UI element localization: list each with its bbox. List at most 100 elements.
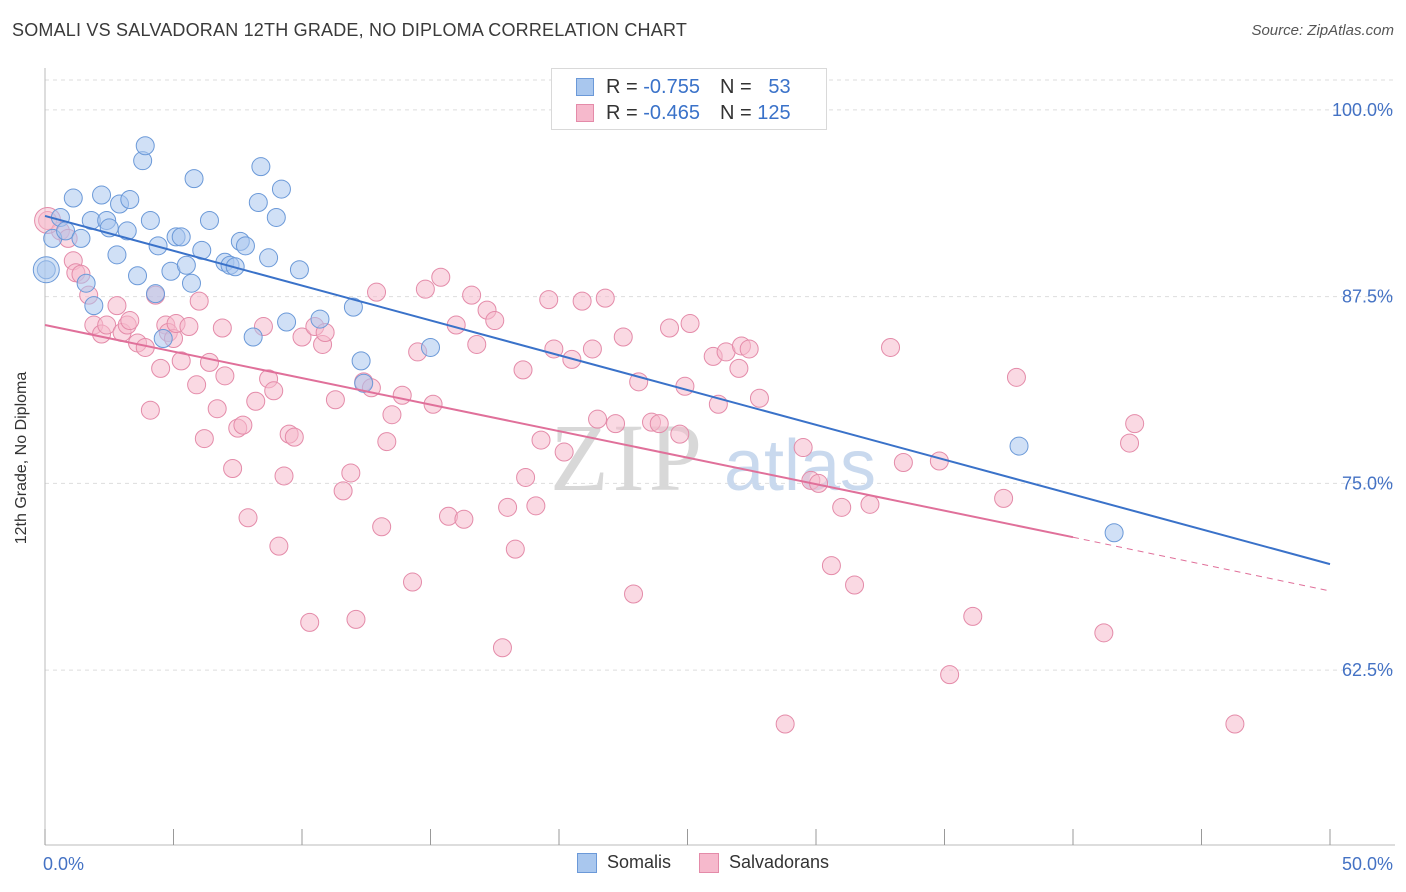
legend-label-somalis: Somalis (606, 852, 671, 872)
salvadoran-point (994, 488, 1014, 508)
salvadoran-point (881, 337, 901, 357)
somali-point (146, 284, 166, 304)
legend-row-somalis: R = -0.755 N = 53 (576, 74, 791, 100)
salvadoran-point (1225, 714, 1245, 734)
salvadoran-point (284, 427, 304, 447)
salvadoran-point (729, 358, 749, 378)
salvadoran-swatch (698, 852, 719, 873)
salvadoran-point (1120, 433, 1140, 453)
somali-point (63, 188, 83, 208)
salvadoran-point (223, 458, 243, 478)
source-label: Source: ZipAtlas.com (1251, 22, 1394, 39)
salvadoran-point (179, 317, 199, 337)
somali-point (259, 248, 279, 268)
salvadoran-point (513, 360, 533, 380)
salvadoran-point (107, 296, 127, 316)
somali-point (266, 207, 286, 227)
salvadoran-point (454, 509, 474, 529)
salvadoran-point (1125, 414, 1145, 434)
salvadoran-point (498, 497, 518, 517)
salvadoran-point (1094, 623, 1114, 643)
salvadoran-point (963, 606, 983, 626)
salvadoran-point (554, 442, 574, 462)
salvadoran-point (367, 282, 387, 302)
somali-point (235, 236, 255, 256)
somali-point (184, 169, 204, 189)
salvadoran-point (264, 381, 284, 401)
salvadoran-point (207, 399, 227, 419)
somali-point (1009, 436, 1029, 456)
somali-point (343, 297, 363, 317)
salvadoran-point (215, 366, 235, 386)
legend-label-salvadorans: Salvadorans (728, 852, 830, 872)
salvadoran-point (582, 339, 602, 359)
salvadoran-point (940, 665, 960, 685)
somali-point (84, 296, 104, 316)
n-value-somalis: 53 (768, 75, 791, 98)
chart-title: SOMALI VS SALVADORAN 12TH GRADE, NO DIPL… (12, 20, 688, 40)
y-tick-label: 75.0% (1342, 473, 1393, 493)
salvadoran-point (325, 390, 345, 410)
legend-item-somalis[interactable]: Somalis (576, 852, 671, 873)
watermark-zip: ZIP (550, 404, 706, 511)
n-value-salvadorans: 125 (757, 101, 791, 124)
y-axis-title: 12th Grade, No Diploma (13, 371, 30, 545)
salvadoran-point (539, 290, 559, 310)
salvadoran-point (377, 432, 397, 452)
somali-point (199, 210, 219, 230)
somali-point (421, 337, 440, 357)
salvadoran-point (187, 375, 207, 395)
n-label: N = (719, 75, 752, 98)
salvadoran-point (438, 506, 458, 526)
watermark: ZIP atlas (550, 404, 876, 511)
salvadoran-point (516, 467, 536, 487)
salvadoran-point (246, 391, 266, 411)
salvadoran-point (821, 556, 841, 576)
somali-point (251, 157, 271, 177)
salvadoran-point (341, 463, 361, 483)
somali-point (117, 221, 137, 241)
somali-swatch (576, 852, 597, 873)
salvadoran-point (212, 318, 232, 338)
legend-item-salvadorans[interactable]: Salvadorans (698, 852, 830, 873)
salvadoran-swatch (576, 104, 594, 122)
y-tick-label: 100.0% (1332, 100, 1393, 120)
salvadoran-point (431, 267, 451, 287)
somali-point (120, 190, 140, 210)
salvadoran-point (269, 536, 289, 556)
salvadoran-trend-line (44, 324, 1074, 539)
salvadoran-point (415, 279, 435, 299)
salvadoran-point (739, 339, 759, 359)
salvadoran-point (793, 438, 813, 458)
salvadoran-point (462, 285, 482, 305)
salvadoran-point (97, 315, 117, 335)
somali-point (107, 245, 127, 265)
salvadoran-point (670, 424, 690, 444)
salvadoran-point (860, 494, 880, 514)
grid-lines (45, 79, 1395, 671)
somali-point (271, 179, 291, 199)
somali-trend-line (44, 215, 1331, 566)
x-tick-label: 50.0% (1342, 854, 1393, 874)
salvadoran-point (194, 429, 214, 449)
salvadoran-point (292, 327, 312, 347)
salvadoran-point (485, 311, 505, 331)
somali-point (248, 193, 268, 213)
somali-point (289, 260, 309, 280)
salvadoran-point (382, 405, 402, 425)
somali-point (277, 312, 297, 332)
somali-point (181, 273, 201, 293)
salvadoran-point (372, 517, 392, 537)
watermark-atlas: atlas (724, 426, 876, 506)
somali-point (71, 228, 91, 248)
correlation-legend: R = -0.755 N = 53 R = -0.465 N = 125 (551, 68, 827, 130)
salvadoran-point (140, 400, 160, 420)
salvadoran-point (199, 352, 219, 372)
trend-lines (44, 215, 1331, 592)
salvadoran-point (1006, 367, 1026, 387)
somali-point (1104, 523, 1124, 543)
salvadoran-point (595, 288, 615, 308)
legend-row-salvadorans: R = -0.465 N = 125 (576, 100, 791, 126)
somali-point (76, 273, 96, 293)
